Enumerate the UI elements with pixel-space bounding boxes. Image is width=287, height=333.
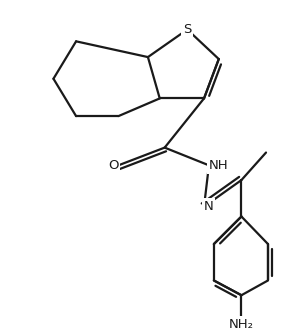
Text: O: O [108,159,119,172]
Text: NH₂: NH₂ [229,318,254,331]
Text: S: S [183,23,191,36]
Text: N: N [204,200,214,213]
Text: NH: NH [209,159,228,172]
